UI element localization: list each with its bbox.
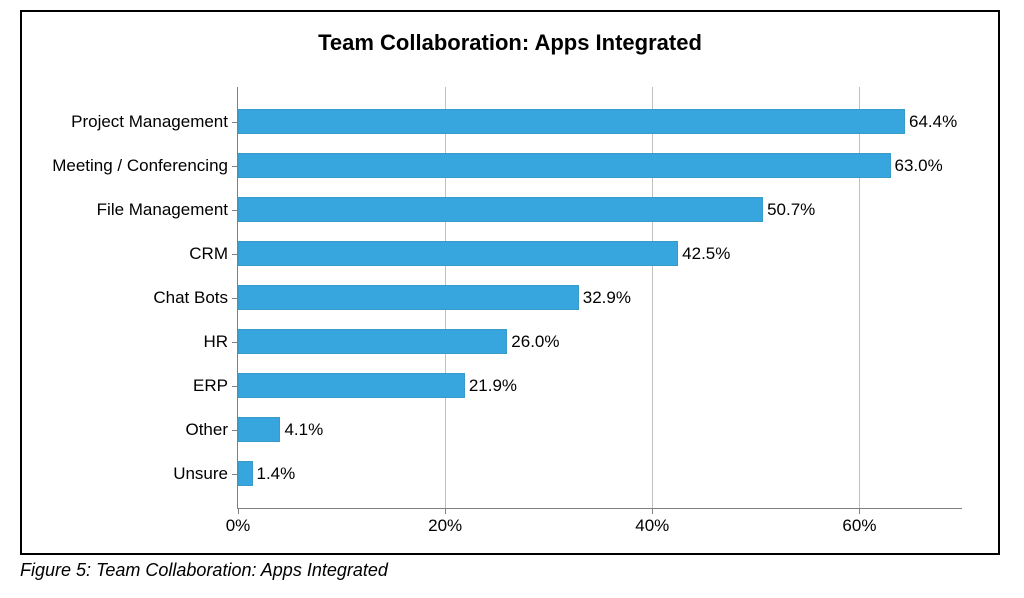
bar-value-label: 63.0% xyxy=(895,156,943,176)
bar xyxy=(238,109,905,134)
y-category-label: Chat Bots xyxy=(153,288,228,308)
y-category-label: ERP xyxy=(193,376,228,396)
bar-value-label: 64.4% xyxy=(909,112,957,132)
bar xyxy=(238,197,763,222)
bar-value-label: 26.0% xyxy=(511,332,559,352)
x-tick-label: 20% xyxy=(428,516,462,536)
y-category-label: Unsure xyxy=(173,464,228,484)
bar xyxy=(238,285,579,310)
x-tick-label: 40% xyxy=(635,516,669,536)
bar-row: File Management50.7% xyxy=(238,197,963,222)
x-tick-label: 60% xyxy=(842,516,876,536)
x-tick-label: 0% xyxy=(226,516,251,536)
x-tick-mark xyxy=(652,508,653,514)
bar-value-label: 21.9% xyxy=(469,376,517,396)
chart-title: Team Collaboration: Apps Integrated xyxy=(22,12,998,64)
y-category-label: CRM xyxy=(189,244,228,264)
bar xyxy=(238,329,507,354)
bar-row: CRM42.5% xyxy=(238,241,963,266)
bar xyxy=(238,417,280,442)
y-category-label: HR xyxy=(203,332,228,352)
bar xyxy=(238,153,891,178)
figure-caption: Figure 5: Team Collaboration: Apps Integ… xyxy=(20,560,388,581)
bar-row: Chat Bots32.9% xyxy=(238,285,963,310)
x-tick-mark xyxy=(445,508,446,514)
bar-row: Other4.1% xyxy=(238,417,963,442)
bar xyxy=(238,461,253,486)
x-tick-mark xyxy=(859,508,860,514)
y-category-label: Meeting / Conferencing xyxy=(52,156,228,176)
bar-row: HR26.0% xyxy=(238,329,963,354)
bar-value-label: 32.9% xyxy=(583,288,631,308)
bar-row: Project Management64.4% xyxy=(238,109,963,134)
chart-container: Team Collaboration: Apps Integrated 0%20… xyxy=(20,10,1000,555)
bar-value-label: 1.4% xyxy=(257,464,296,484)
x-tick-mark xyxy=(238,508,239,514)
plot-area: 0%20%40%60%Project Management64.4%Meetin… xyxy=(237,87,962,509)
y-category-label: File Management xyxy=(97,200,228,220)
bar-row: Unsure1.4% xyxy=(238,461,963,486)
bar-row: Meeting / Conferencing63.0% xyxy=(238,153,963,178)
bar xyxy=(238,373,465,398)
bar-value-label: 4.1% xyxy=(284,420,323,440)
y-category-label: Other xyxy=(185,420,228,440)
bar-row: ERP21.9% xyxy=(238,373,963,398)
bar-value-label: 50.7% xyxy=(767,200,815,220)
y-category-label: Project Management xyxy=(71,112,228,132)
bar xyxy=(238,241,678,266)
bar-value-label: 42.5% xyxy=(682,244,730,264)
